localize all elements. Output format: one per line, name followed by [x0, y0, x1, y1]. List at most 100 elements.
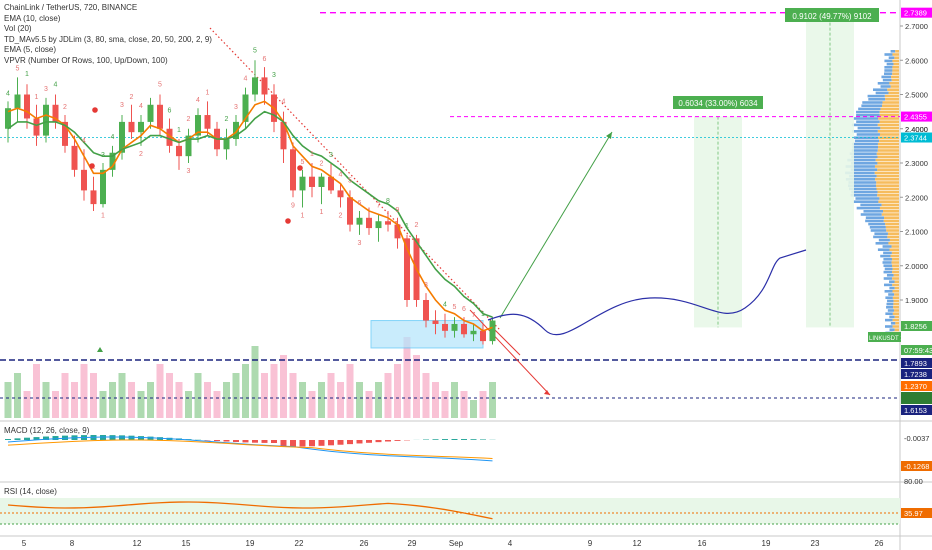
- candle-body: [100, 169, 106, 205]
- candle-body: [337, 190, 344, 198]
- vpvr-bar-up: [870, 229, 887, 232]
- macd-histogram-bar: [461, 439, 467, 440]
- vpvr-bar-up: [848, 187, 877, 191]
- vpvr-bar-up: [851, 149, 878, 152]
- volume-bar: [232, 373, 240, 418]
- volume-bar: [147, 382, 154, 418]
- vpvr-bar-up: [860, 213, 882, 216]
- vpvr-bar-down: [893, 274, 899, 277]
- vpvr-bar-up: [883, 251, 892, 255]
- vpvr-bar-down: [879, 120, 899, 123]
- x-tick-label: 9: [588, 539, 593, 548]
- td-count-label-bottom: 3: [187, 168, 191, 175]
- td-signal-dot: [92, 107, 98, 113]
- macd-histogram-bar: [109, 435, 116, 440]
- vpvr-bar-down: [874, 165, 899, 168]
- volume-bar: [479, 391, 487, 418]
- candle-body: [204, 115, 211, 129]
- td-count-label: 4: [139, 103, 143, 110]
- macd-histogram-bar: [347, 440, 353, 445]
- candle-body: [432, 320, 439, 324]
- volume-bar: [61, 373, 69, 418]
- td-signal-dot: [89, 163, 95, 169]
- macd-tick-label: -0.1268: [904, 462, 929, 471]
- macd-histogram-bar: [14, 438, 21, 440]
- vpvr-bar-up: [883, 270, 893, 274]
- candle-body: [309, 176, 315, 187]
- vpvr-bar-up: [875, 91, 889, 95]
- td-count-label-bottom: 3: [358, 240, 362, 247]
- macd-histogram-bar: [328, 440, 334, 446]
- candle-body: [394, 224, 401, 239]
- vpvr-bar-up: [861, 104, 883, 107]
- legend-line-td: TD_MAv5.5 by JDLim (3, 80, sma, close, 2…: [4, 34, 212, 44]
- vpvr-bar-up: [856, 133, 880, 136]
- vpvr-bar-down: [887, 88, 899, 91]
- vpvr-bar-down: [892, 283, 899, 287]
- volume-bar: [327, 373, 335, 418]
- price-tag-cyan-bg: [901, 132, 932, 143]
- vpvr-bar-down: [885, 222, 899, 226]
- vpvr-bar-up: [886, 306, 894, 309]
- vpvr-bar-up: [888, 293, 895, 296]
- vpvr-bar-down: [892, 59, 899, 63]
- volume-bar: [137, 391, 145, 418]
- candle-body: [261, 77, 268, 95]
- vpvr-bar-down: [891, 75, 899, 79]
- vpvr-bar-down: [891, 258, 899, 261]
- vpvr-bar-up: [882, 245, 892, 248]
- td-count-label: 6: [263, 56, 267, 63]
- vpvr-bar-down: [881, 203, 899, 207]
- volume-bar: [422, 373, 430, 418]
- td-count-label: 5: [158, 82, 162, 89]
- vpvr-bar-up: [874, 232, 888, 235]
- volume-bar: [356, 382, 363, 418]
- vpvr-bar-up: [880, 85, 891, 88]
- vpvr-bar-up: [877, 82, 890, 85]
- vpvr-bar-up: [884, 72, 893, 75]
- td-count-label-bottom: 2: [339, 213, 343, 220]
- vpvr-bar-up: [852, 146, 879, 149]
- price-tag-top: 2.7389: [904, 9, 927, 18]
- vpvr-bar-down: [891, 78, 899, 82]
- vpvr-bar-up: [878, 238, 890, 242]
- macd-histogram-bar: [432, 439, 439, 440]
- macd-histogram-bar: [214, 440, 220, 442]
- td-count-label: 3: [424, 282, 428, 289]
- vpvr-bar-down: [892, 318, 899, 322]
- x-tick-label: 4: [508, 539, 513, 548]
- price-axis-bg: [900, 0, 932, 550]
- x-tick-label: 15: [182, 539, 191, 548]
- candle-body: [185, 135, 192, 157]
- volume-bar: [318, 382, 325, 418]
- rsi-line: [7, 501, 493, 520]
- volume-bar: [242, 364, 249, 418]
- macd-histogram-bar: [356, 440, 363, 444]
- price-tag-current-bg: [901, 321, 932, 331]
- volume-bar: [375, 382, 382, 418]
- candle-body: [14, 94, 21, 109]
- vpvr-bar-down: [875, 178, 899, 181]
- candle-body: [5, 108, 11, 129]
- x-tick-label: 23: [811, 539, 820, 548]
- macd-histogram-bar: [470, 439, 477, 440]
- macd-signal-line: [7, 439, 493, 459]
- rsi-tag-bg: [901, 508, 932, 518]
- vpvr-bar-down: [883, 219, 899, 223]
- td-count-label-bottom: 1: [301, 213, 305, 220]
- vpvr-bar-up: [848, 181, 877, 184]
- vpvr-bar-up: [853, 200, 879, 203]
- td-count-label: 4: [244, 76, 248, 83]
- vpvr-bar-up: [884, 69, 893, 72]
- volume-bar: [280, 355, 287, 418]
- vpvr-bar-up: [858, 107, 881, 111]
- td-count-label: 4: [6, 90, 10, 97]
- vpvr-bar-up: [851, 123, 878, 127]
- vpvr-bar-down: [882, 101, 899, 104]
- vpvr-bar-down: [887, 235, 899, 239]
- x-tick-label: 26: [875, 539, 884, 548]
- candle-body: [119, 121, 125, 153]
- vpvr-bar-down: [893, 309, 899, 312]
- vpvr-bar-up: [887, 309, 894, 312]
